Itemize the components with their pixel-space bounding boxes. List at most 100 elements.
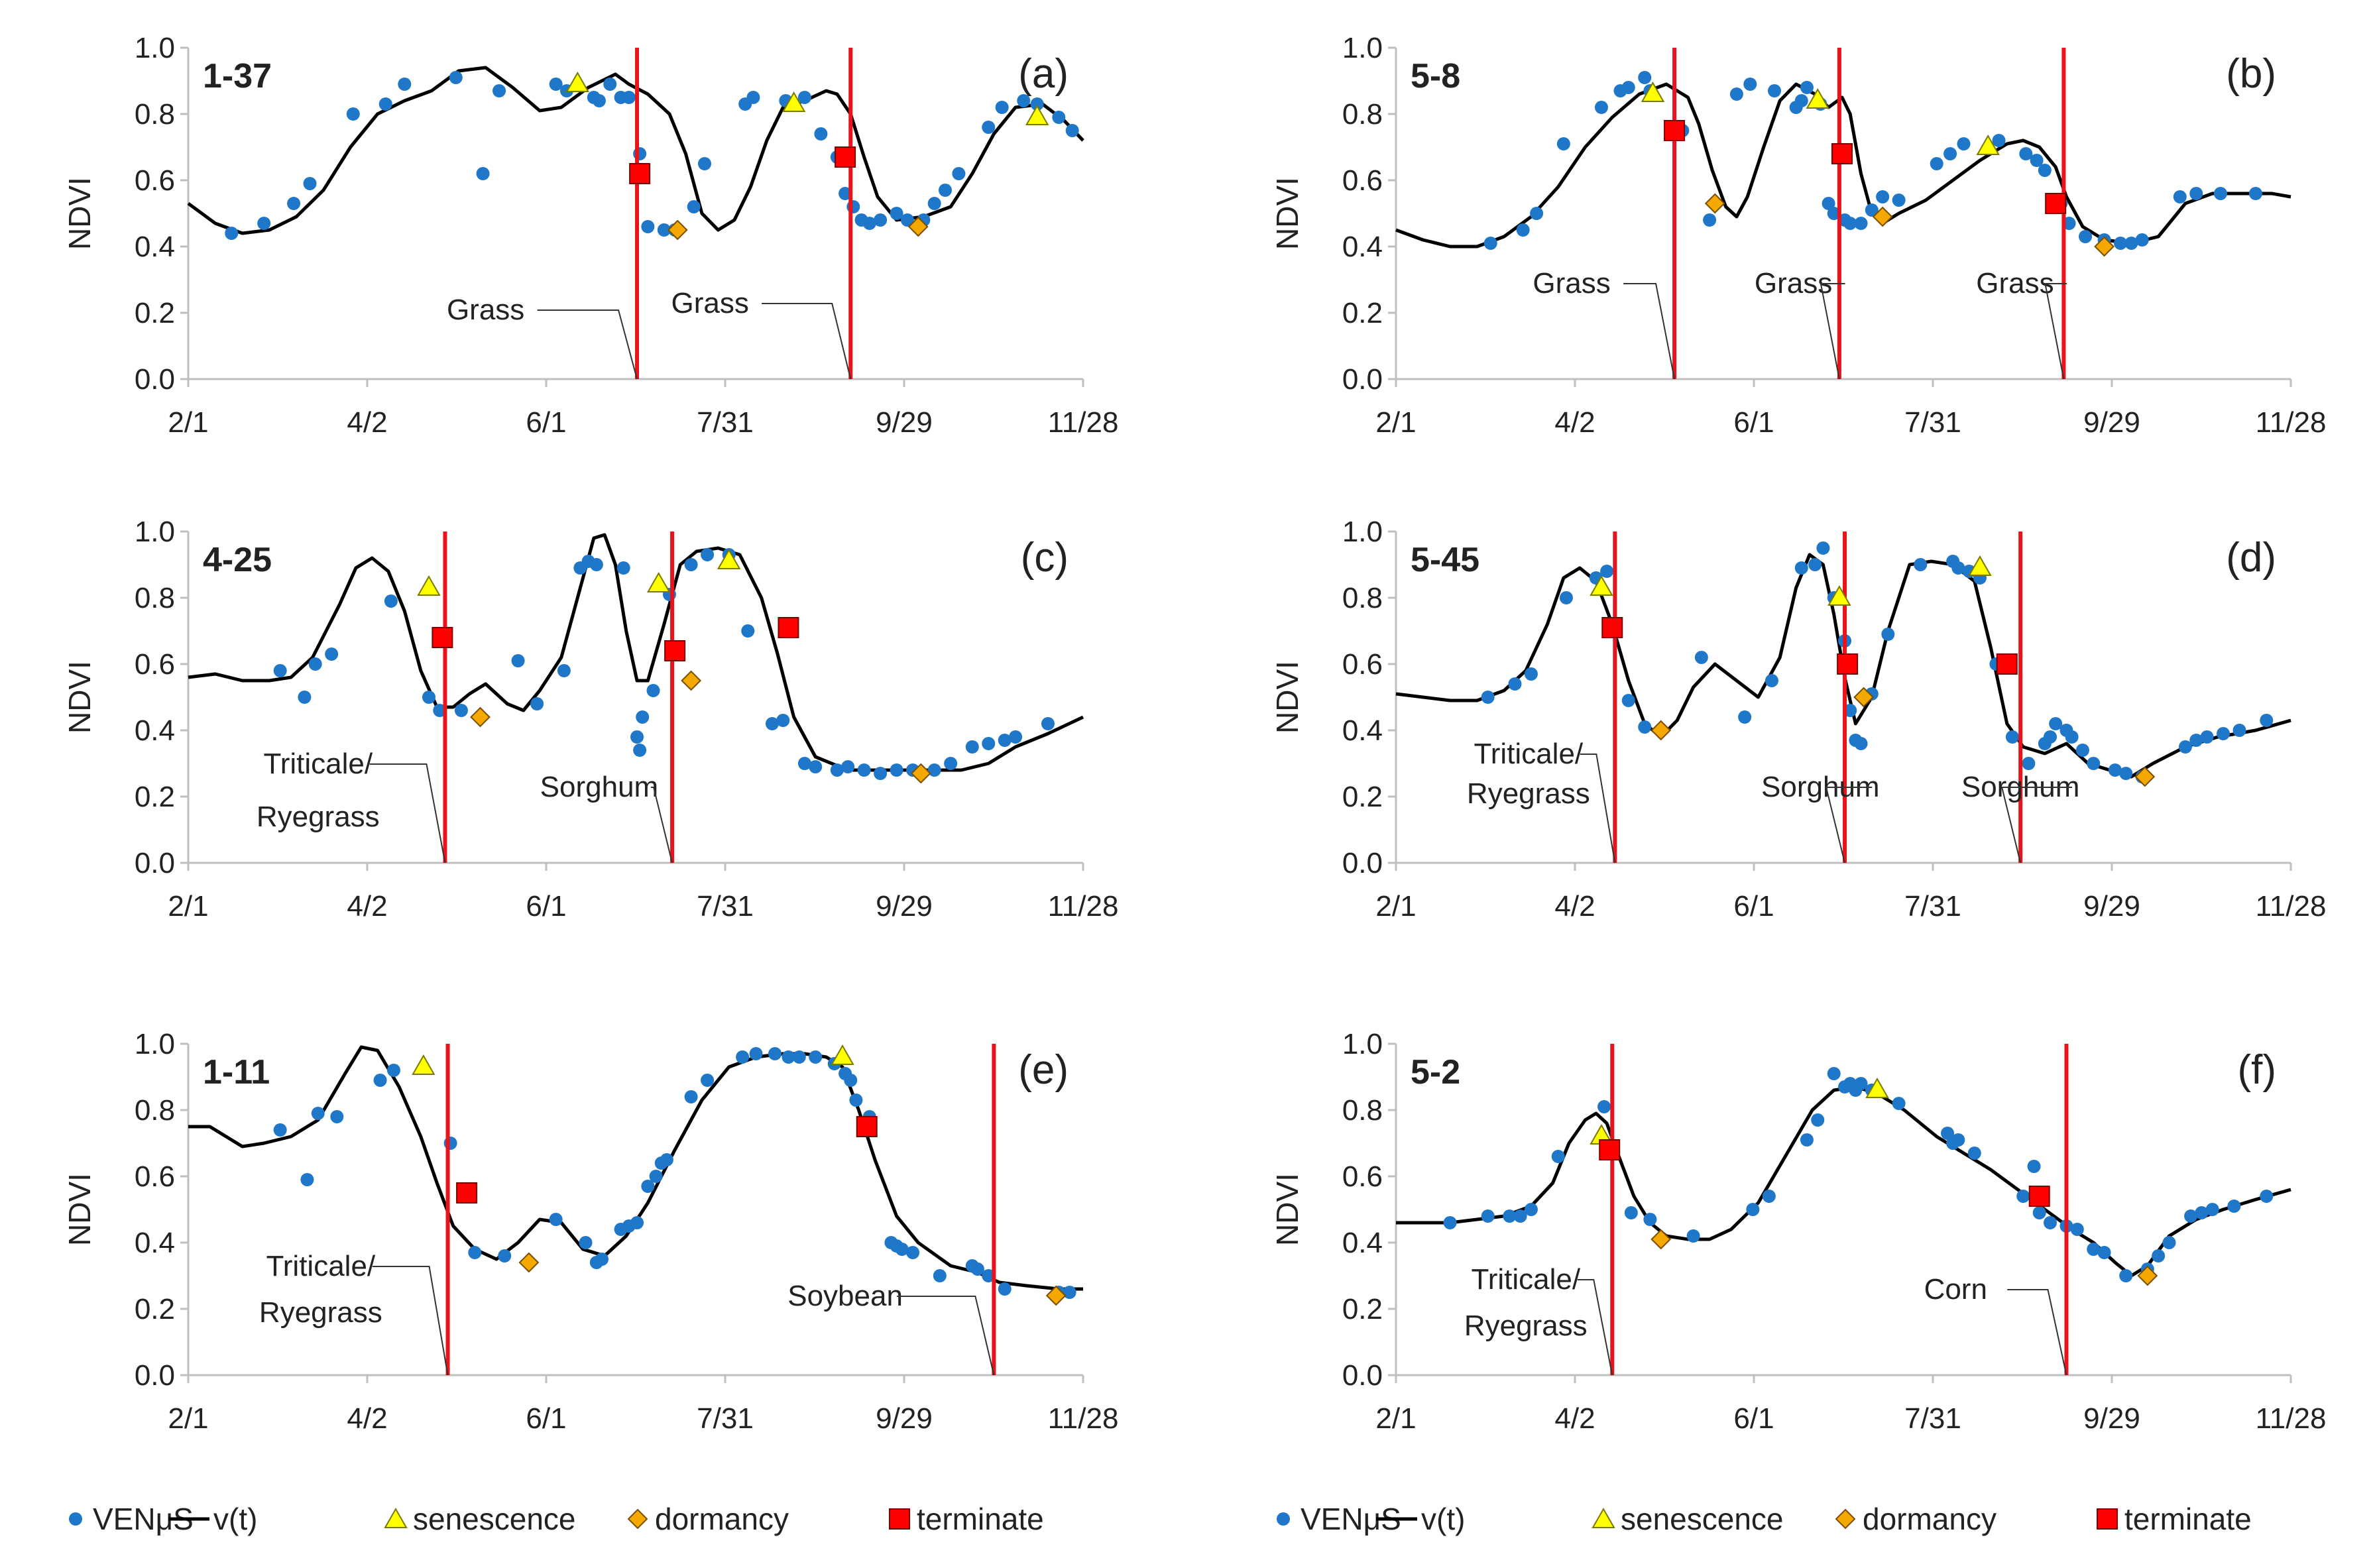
y-tick-label: 0.6 [1342,164,1383,197]
venus-point [944,757,958,770]
venus-point [330,1110,344,1123]
y-tick-label: 0.0 [135,847,175,879]
x-tick-label: 6/1 [1733,890,1774,923]
annotation-label: Ryegrass [1467,777,1590,810]
y-tick-label: 0.2 [135,781,175,813]
x-tick-label: 4/2 [347,890,387,923]
legend-square-icon [889,1508,910,1530]
legend-triangle-icon [1592,1507,1615,1528]
venus-point [2079,230,2093,243]
y-tick-label: 0.4 [1342,1227,1383,1259]
x-tick-label: 7/31 [697,406,754,439]
chart-panel-5-2: 0.0 0.2 0.4 0.6 0.8 1.0 2/1 4/2 6/1 7/31 9/29 11/28… [1270,1028,2326,1435]
panel-id: 5-2 [1411,1053,1460,1092]
legend-diamond-icon [1835,1508,1856,1530]
venus-point [616,561,630,575]
y-axis-title: NDVI [1270,1173,1304,1246]
venus-point [2173,190,2187,203]
venus-point [422,691,435,704]
senescence-marker [1590,575,1613,596]
venus-point [2114,237,2128,250]
legend-label: senescence [413,1502,576,1536]
dormancy-marker [1651,1229,1672,1250]
dormancy-marker [907,216,929,237]
venus-point [998,734,1012,747]
x-tick-label: 4/2 [347,1402,387,1435]
y-tick-label: 0.6 [135,648,175,681]
y-tick-label: 0.8 [135,1094,175,1127]
chart-panel-1-37: 0.0 0.2 0.4 0.6 0.8 1.0 2/1 4/2 6/1 7/31 9/29 11/28… [62,32,1118,439]
fitted-curve [1395,82,2291,249]
venus-point [1530,207,1544,220]
venus-point [982,737,996,750]
annotation-leader-line [2007,1289,2067,1376]
terminate-marker [456,1182,478,1204]
venus-point [890,763,903,777]
venus-point [749,1047,763,1060]
venus-point [1967,1147,1981,1160]
legend-square-icon [2097,1508,2118,1530]
venus-point [736,1050,750,1064]
y-tick-label: 1.0 [1342,32,1383,64]
venus-point [225,227,239,240]
venus-point [592,94,606,107]
y-tick-label: 0.0 [1342,1359,1383,1392]
venus-point [1597,1100,1611,1113]
x-tick-label: 7/31 [697,890,754,923]
legend-label: dormancy [655,1502,789,1536]
dormancy-marker [1704,193,1725,214]
x-tick-label: 7/31 [1904,406,1961,439]
y-tick-label: 0.8 [1342,1094,1383,1127]
x-tick-label: 6/1 [526,406,566,439]
y-axis-title: NDVI [62,177,97,250]
venus-point [384,594,398,608]
annotation-leader-line [537,309,638,380]
venus-point [1600,565,1614,578]
x-tick-label: 4/2 [1554,890,1595,923]
venus-point [2016,1190,2030,1203]
venus-point [557,664,571,677]
venus-point [449,71,463,84]
venus-point [1992,134,2006,147]
venus-point [454,704,468,717]
venus-point [549,1213,563,1226]
venus-point [841,760,855,773]
x-tick-label: 6/1 [1733,1402,1774,1435]
venus-point [498,1249,512,1262]
venus-point [746,91,760,104]
venus-point [1503,1209,1517,1223]
y-axis-title: NDVI [62,661,97,734]
dormancy-marker [518,1252,540,1273]
venus-point [1827,207,1841,220]
venus-point [1556,137,1570,150]
venus-point [982,1269,996,1282]
venus-point [579,1236,593,1249]
y-tick-label: 0.2 [135,1293,175,1325]
annotation-leader-line [1580,754,1616,864]
venus-point [1513,1209,1527,1223]
x-tick-label: 4/2 [347,406,387,439]
y-tick-label: 0.8 [1342,98,1383,131]
venus-point [701,548,715,561]
legend-triangle-icon [384,1507,408,1528]
venus-point [2030,154,2044,167]
venus-point [849,1093,863,1107]
panel-id: 5-8 [1411,57,1460,95]
senescence-marker [417,575,441,596]
venus-point [684,558,698,571]
panel-letter: (b) [2226,51,2276,97]
dormancy-marker [1853,687,1875,708]
venus-point [874,213,888,227]
terminate-marker [2045,193,2067,214]
annotation-leader-line [1820,283,1845,380]
terminate-marker [1599,1139,1621,1160]
venus-point [1594,101,1608,114]
venus-point [927,197,941,210]
venus-point [530,697,544,710]
venus-point [468,1246,482,1259]
fitted-curve [1395,553,2291,779]
venus-point [641,1180,655,1193]
terminate-marker [664,640,686,661]
venus-point [2189,734,2203,747]
venus-point [603,78,617,91]
